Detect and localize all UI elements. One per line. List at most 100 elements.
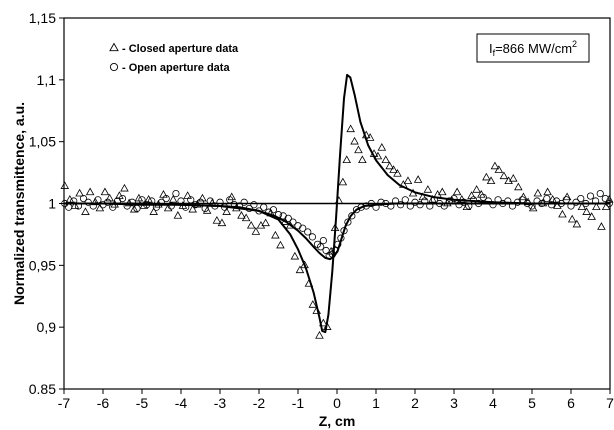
closed-aperture-point	[295, 265, 305, 274]
closed-aperture-point	[261, 218, 270, 227]
open-aperture-point	[484, 197, 492, 205]
open-aperture-point	[308, 233, 317, 241]
open-aperture-point	[533, 197, 541, 205]
open-aperture-point	[118, 194, 127, 203]
closed-aperture-point	[358, 155, 367, 164]
open-aperture-point	[591, 197, 600, 205]
legend-item-closed: - Closed aperture data	[109, 42, 239, 55]
closed-aperture-point	[399, 180, 408, 188]
open-aperture-point	[582, 199, 590, 208]
open-aperture-point	[387, 202, 395, 210]
closed-aperture-point	[508, 173, 518, 182]
closed-aperture-point	[129, 204, 139, 213]
open-aperture-point	[489, 201, 497, 209]
triangle-marker-icon	[109, 42, 119, 52]
closed-aperture-point	[369, 149, 379, 157]
open-aperture-point	[508, 202, 517, 210]
y-tick-label: 1	[48, 196, 56, 212]
open-aperture-point	[494, 196, 502, 204]
closed-aperture-point	[408, 188, 418, 197]
closed-aperture-point	[467, 191, 476, 199]
closed-aperture-point	[304, 279, 314, 287]
open-aperture-point	[596, 190, 604, 198]
x-tick-label: -3	[214, 395, 227, 411]
closed-aperture-point	[163, 203, 173, 212]
open-aperture-point	[518, 196, 526, 204]
closed-aperture-point	[237, 211, 246, 219]
open-aperture-point	[552, 197, 561, 205]
open-aperture-point	[187, 196, 195, 204]
open-aperture-point	[367, 199, 375, 208]
open-aperture-point	[331, 246, 339, 255]
closed-aperture-point	[90, 197, 100, 206]
open-aperture-point	[440, 202, 448, 210]
open-aperture-point	[65, 203, 73, 211]
closed-aperture-point	[413, 175, 423, 183]
closed-aperture-point	[271, 230, 280, 239]
closed-aperture-point	[548, 194, 557, 203]
closed-aperture-point	[217, 218, 227, 227]
closed-aperture-point	[393, 169, 402, 177]
open-aperture-point	[445, 197, 453, 205]
open-aperture-point	[79, 194, 88, 203]
closed-aperture-point	[482, 172, 491, 181]
open-aperture-point	[123, 202, 131, 210]
open-aperture-point	[211, 202, 219, 210]
y-tick-label: 1,1	[37, 72, 57, 88]
open-aperture-point	[557, 199, 565, 208]
circle-marker-icon	[109, 62, 119, 72]
closed-aperture-point	[582, 207, 591, 215]
closed-aperture-point	[173, 211, 183, 219]
open-aperture-point	[167, 202, 175, 210]
closed-aperture-point	[100, 187, 110, 196]
closed-aperture-point	[499, 171, 509, 180]
x-tick-label: 2	[411, 395, 419, 411]
closed-aperture-point	[533, 188, 543, 197]
closed-aperture-point	[183, 191, 192, 199]
open-aperture-point	[401, 196, 409, 204]
open-aperture-point	[109, 203, 117, 211]
open-aperture-point	[348, 212, 356, 220]
x-tick-label: -6	[97, 395, 110, 411]
annotation-text: If=866 MW/cm2	[489, 39, 577, 58]
closed-aperture-point	[418, 192, 428, 201]
closed-aperture-point	[60, 181, 70, 189]
closed-aperture-point	[315, 331, 324, 339]
closed-aperture-point	[567, 214, 577, 223]
closed-aperture-point	[389, 165, 398, 173]
annotation-subscript: f	[493, 48, 496, 58]
open-aperture-point	[372, 203, 380, 211]
open-aperture-point	[221, 203, 229, 211]
closed-aperture-point	[290, 251, 300, 260]
x-axis-ticks: -7 -6 -5 -4 -3 -2 -1 0 1 2 3 4 5 6 7	[58, 389, 614, 411]
open-aperture-point	[89, 202, 97, 210]
open-aperture-point	[426, 202, 434, 210]
closed-aperture-point	[276, 240, 285, 249]
data-markers	[60, 124, 614, 339]
annotation-superscript: 2	[572, 39, 577, 49]
open-aperture-point	[391, 197, 400, 205]
open-aperture-point	[182, 203, 190, 211]
legend-item-open: - Open aperture data	[109, 62, 230, 74]
closed-aperture-point	[361, 130, 371, 139]
open-aperture-point	[157, 198, 166, 206]
closed-aperture-point	[572, 219, 582, 228]
x-tick-label: 4	[489, 395, 497, 411]
closed-aperture-point	[462, 202, 472, 211]
open-aperture-point	[479, 193, 487, 201]
closed-aperture-point	[222, 207, 231, 215]
closed-aperture-point	[338, 177, 348, 186]
closed-aperture-point	[354, 145, 363, 154]
closed-aperture-point	[75, 188, 84, 197]
open-aperture-point	[216, 198, 224, 206]
open-aperture-point	[337, 234, 345, 242]
y-tick-label: 0,9	[37, 319, 57, 335]
closed-aperture-point	[365, 133, 375, 141]
open-aperture-point	[143, 201, 151, 209]
closed-aperture-point	[543, 187, 552, 196]
closed-aperture-point	[300, 260, 309, 269]
y-tick-label: 0.85	[29, 381, 56, 397]
open-aperture-point	[340, 227, 348, 235]
open-aperture-point	[299, 224, 307, 232]
closed-aperture-point	[514, 182, 523, 191]
